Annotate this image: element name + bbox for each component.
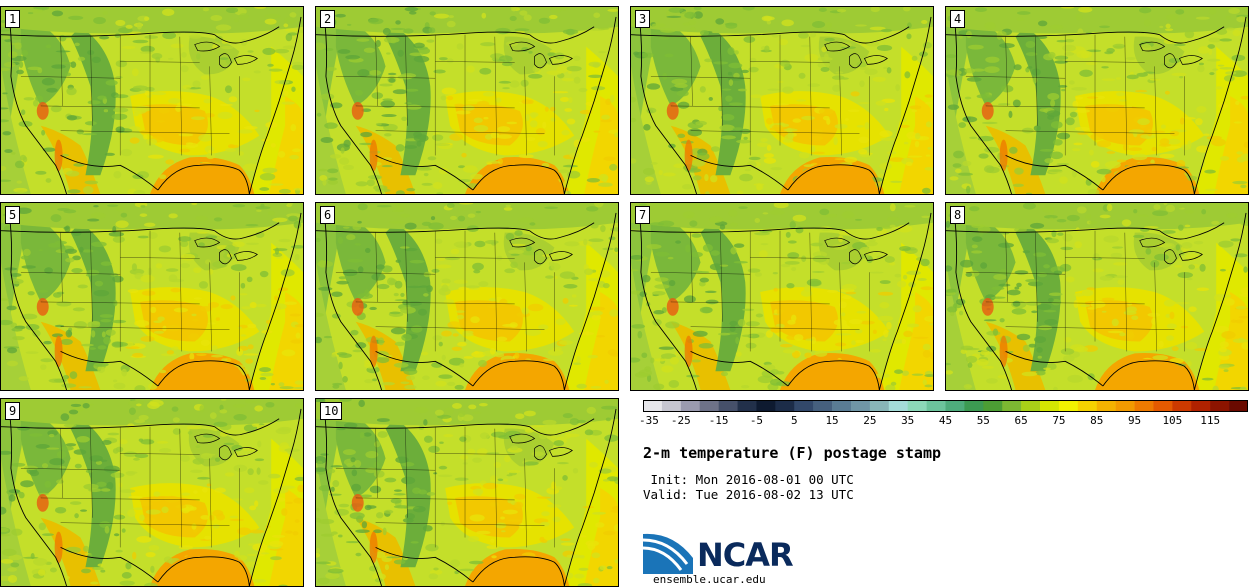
- member-number: 2: [320, 10, 336, 28]
- colorbar-tick-labels: -35 -25 -15 -5 5 15 25 35 45 55 65 75 85 95 105 115: [639, 414, 1248, 428]
- colorbar-swatch: [1191, 400, 1211, 412]
- colorbar: [643, 400, 1248, 412]
- temperature-map: [1, 203, 303, 390]
- temperature-map: [316, 203, 618, 390]
- temperature-map: [1, 399, 303, 586]
- colorbar-swatch: [1021, 400, 1041, 412]
- colorbar-swatch: [1077, 400, 1098, 412]
- colorbar-tick-label: -15: [708, 414, 729, 427]
- colorbar-swatch: [1229, 400, 1248, 412]
- temperature-map: [631, 7, 933, 194]
- member-map-panel[interactable]: 1: [0, 6, 304, 195]
- colorbar-tick-label: 95: [1127, 414, 1142, 427]
- colorbar-swatch: [907, 400, 927, 412]
- member-map-panel[interactable]: 10: [315, 398, 619, 587]
- temperature-map: [316, 7, 618, 194]
- member-number: 6: [320, 206, 336, 224]
- member-map-panel[interactable]: 2: [315, 6, 619, 195]
- ncar-logo-icon: [643, 533, 693, 574]
- site-url[interactable]: ensemble.ucar.edu: [653, 573, 766, 586]
- colorbar-swatch: [775, 400, 795, 412]
- colorbar-swatch: [983, 400, 1003, 412]
- ncar-logo-text: NCAR: [697, 536, 794, 574]
- colorbar-swatch: [869, 400, 890, 412]
- colorbar-tick-label: 35: [901, 414, 915, 427]
- member-map-panel[interactable]: 7: [630, 202, 934, 391]
- colorbar-swatch: [1058, 400, 1079, 412]
- colorbar-swatch: [1210, 400, 1230, 412]
- colorbar-tick-label: -25: [670, 414, 691, 427]
- member-map-panel[interactable]: 4: [945, 6, 1249, 195]
- temperature-map: [1, 7, 303, 194]
- member-map-panel[interactable]: 5: [0, 202, 304, 391]
- colorbar-swatch: [850, 400, 871, 412]
- colorbar-swatch: [680, 400, 701, 412]
- colorbar-swatch: [1153, 400, 1173, 412]
- member-number: 3: [635, 10, 651, 28]
- colorbar-tick-label: 25: [863, 414, 877, 427]
- colorbar-swatch: [1096, 400, 1116, 412]
- colorbar-swatch: [813, 400, 833, 412]
- colorbar-tick-label: 75: [1052, 414, 1066, 427]
- colorbar-swatch: [756, 400, 776, 412]
- temperature-map: [631, 203, 933, 390]
- colorbar-swatch: [945, 400, 965, 412]
- colorbar-swatch: [661, 400, 682, 412]
- colorbar-tick-label: 105: [1162, 414, 1183, 427]
- colorbar-tick-label: 85: [1090, 414, 1104, 427]
- colorbar-tick-label: 45: [938, 414, 953, 427]
- colorbar-tick-label: 15: [825, 414, 839, 427]
- colorbar-swatch: [964, 400, 984, 412]
- temperature-map: [316, 399, 618, 586]
- member-number: 1: [5, 10, 21, 28]
- colorbar-tick-label: 5: [790, 414, 798, 427]
- colorbar-swatch: [737, 400, 757, 412]
- chart-title: 2-m temperature (F) postage stamp: [643, 444, 942, 462]
- member-map-panel[interactable]: 3: [630, 6, 934, 195]
- colorbar-swatch: [1134, 400, 1154, 412]
- valid-time: Valid: Tue 2016-08-02 13 UTC: [643, 487, 854, 502]
- colorbar-swatch: [1172, 400, 1192, 412]
- colorbar-swatch: [1115, 400, 1135, 412]
- member-map-panel[interactable]: 6: [315, 202, 619, 391]
- colorbar-tick-label: 65: [1014, 414, 1028, 427]
- colorbar-swatch: [1002, 400, 1022, 412]
- init-time: Init: Mon 2016-08-01 00 UTC: [643, 472, 854, 487]
- colorbar-swatch: [794, 400, 814, 412]
- colorbar-tick-label: 55: [976, 414, 990, 427]
- member-number: 5: [5, 206, 21, 224]
- colorbar-swatch: [888, 400, 908, 412]
- member-map-panel[interactable]: 9: [0, 398, 304, 587]
- member-number: 7: [635, 206, 651, 224]
- colorbar-tick-label: -35: [639, 414, 659, 427]
- colorbar-swatch: [1040, 400, 1060, 412]
- colorbar-tick-label: -5: [749, 414, 764, 427]
- member-number: 8: [950, 206, 966, 224]
- colorbar-swatch: [643, 400, 663, 412]
- temperature-map: [946, 203, 1248, 390]
- colorbar-tick-label: 115: [1200, 414, 1221, 427]
- member-number: 4: [950, 10, 966, 28]
- member-number: 9: [5, 402, 21, 420]
- colorbar-swatch: [699, 400, 719, 412]
- member-number: 10: [320, 402, 343, 420]
- member-map-panel[interactable]: 8: [945, 202, 1249, 391]
- colorbar-swatch: [718, 400, 738, 412]
- temperature-map: [946, 7, 1248, 194]
- colorbar-swatch: [926, 400, 946, 412]
- colorbar-swatch: [832, 400, 852, 412]
